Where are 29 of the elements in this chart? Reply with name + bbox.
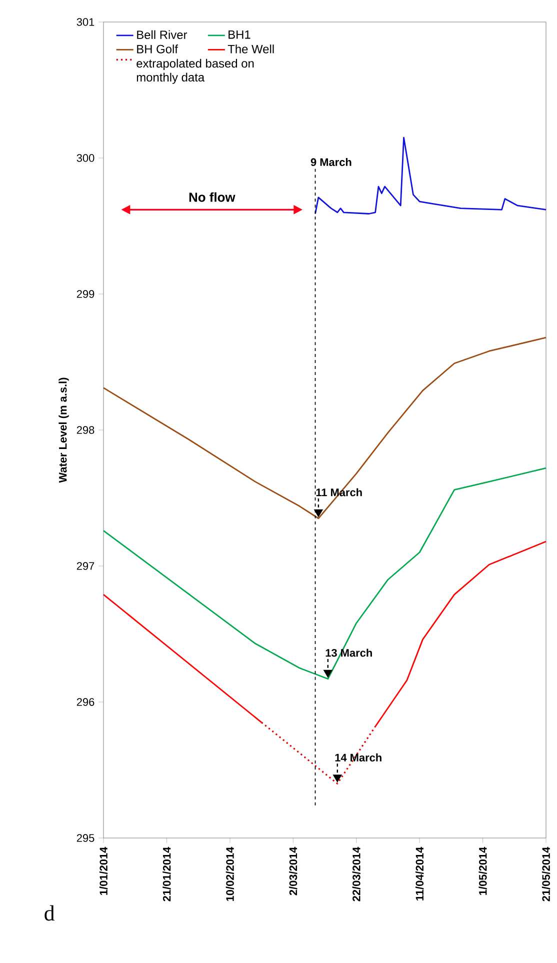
x-tick-label: 22/03/2014: [352, 846, 360, 902]
y-tick-label: 298: [76, 426, 94, 434]
x-tick-label: 1/05/2014: [478, 846, 487, 895]
annotation: 14 March: [335, 753, 382, 762]
y-tick-label: 300: [76, 154, 94, 162]
x-tick-label: 1/01/2014: [99, 846, 108, 895]
legend-label: BH1: [228, 30, 250, 39]
legend-label: The Well: [228, 44, 274, 54]
line-series: [314, 136, 547, 214]
x-tick-label: 21/05/2014: [542, 846, 550, 902]
ref-line-label: 9 March: [310, 158, 352, 166]
line-series: [102, 336, 547, 520]
x-tick-label: 10/02/2014: [226, 846, 234, 901]
x-tick-label: 11/04/2014: [416, 846, 424, 900]
legend-label: extrapolated based on monthly data: [136, 58, 254, 84]
annotation: No flow: [189, 192, 236, 202]
y-tick-label: 297: [76, 562, 94, 570]
y-tick-label: 295: [76, 834, 94, 842]
y-tick-label: 301: [76, 18, 94, 26]
x-tick-label: 2/03/2014: [289, 846, 298, 896]
legend-label: Bell River: [137, 30, 188, 40]
y-tick-label: 296: [76, 698, 94, 706]
text: d: [44, 905, 55, 921]
line-series: [102, 467, 547, 680]
annotation: 13 March: [326, 648, 372, 657]
y-axis-title: Water Level (m a.s.l): [58, 378, 69, 483]
x-tick-label: 21/01/2014: [162, 846, 171, 902]
legend-label: BH Golf: [137, 44, 178, 54]
y-tick-label: 299: [76, 290, 94, 298]
